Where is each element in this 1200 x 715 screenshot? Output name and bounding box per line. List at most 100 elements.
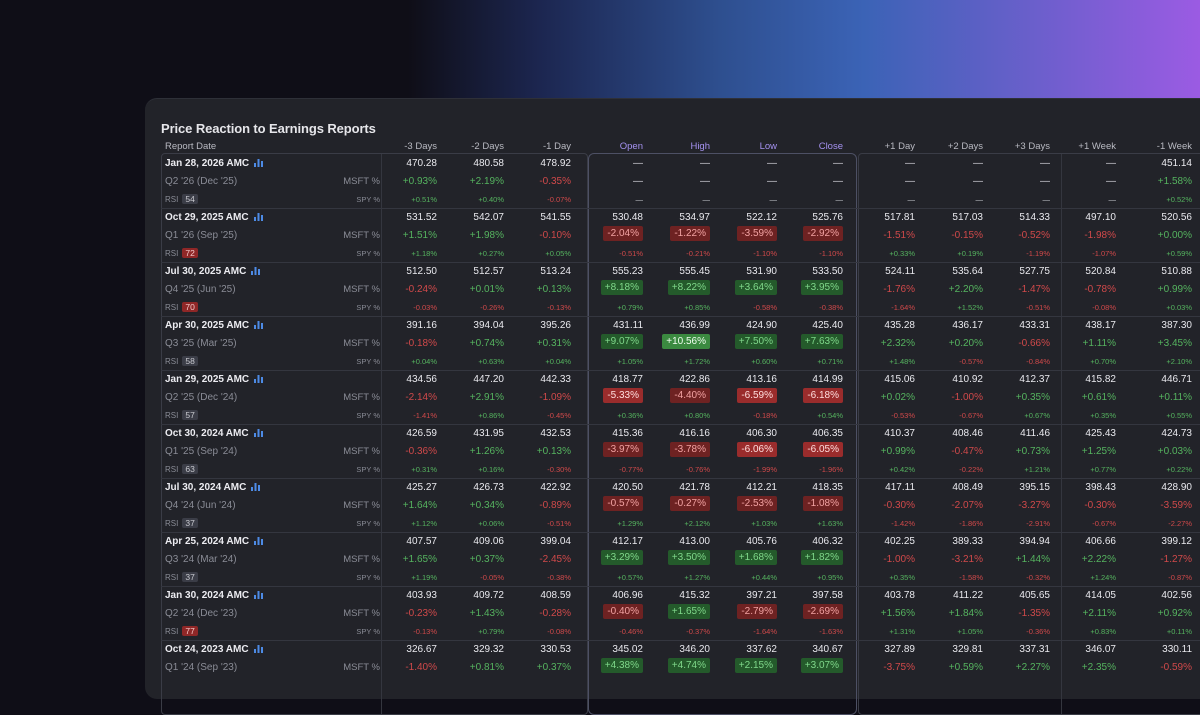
row-divider <box>161 586 1200 587</box>
price-cell: 415.06 <box>884 374 915 385</box>
spy-pct-cell: +0.35% <box>889 573 915 582</box>
price-cell: 340.67 <box>812 644 843 655</box>
column-header-1-week[interactable]: -1 Week <box>1156 141 1192 152</box>
price-cell: 409.06 <box>473 536 504 547</box>
rsi-label: RSI 37 <box>165 572 198 582</box>
spy-pct-cell: -0.51% <box>1026 303 1050 312</box>
earnings-row[interactable]: Apr 25, 2024 AMC Q3 '24 (Mar '24) MSFT % RS… <box>145 532 1200 586</box>
price-cell: 402.56 <box>1161 590 1192 601</box>
spy-pct-cell: +0.31% <box>411 465 437 474</box>
msft-pct-cell: +2.27% <box>1015 662 1050 673</box>
spy-pct-cell: -0.07% <box>547 195 571 204</box>
msft-pct-cell: -1.08% <box>773 496 843 511</box>
bar-chart-icon[interactable] <box>254 320 264 332</box>
bar-chart-icon[interactable] <box>253 428 263 440</box>
price-cell: — <box>973 158 983 169</box>
price-cell: 520.56 <box>1161 212 1192 223</box>
spy-pct-cell: -0.08% <box>1092 303 1116 312</box>
earnings-row[interactable]: Oct 29, 2025 AMC Q1 '26 (Sep '25) MSFT % RS… <box>145 208 1200 262</box>
price-cell: 389.33 <box>952 536 983 547</box>
msft-pct-cell: -2.69% <box>773 604 843 619</box>
price-cell: 415.82 <box>1085 374 1116 385</box>
price-cell: 446.71 <box>1161 374 1192 385</box>
price-cell: 330.11 <box>1162 644 1192 655</box>
msft-pct-cell: -0.23% <box>405 608 437 619</box>
spy-pct-cell: -0.26% <box>480 303 504 312</box>
spy-pct-cell: -1.63% <box>819 627 843 636</box>
msft-pct-cell: +0.03% <box>1157 446 1192 457</box>
price-cell: 403.78 <box>884 590 915 601</box>
price-cell: 417.11 <box>885 482 915 493</box>
earnings-row[interactable]: Jan 30, 2024 AMC Q2 '24 (Dec '23) MSFT % RS… <box>145 586 1200 640</box>
price-cell: 415.32 <box>679 590 710 601</box>
bar-chart-icon[interactable] <box>251 266 261 278</box>
bar-chart-icon[interactable] <box>254 536 264 548</box>
column-header-low[interactable]: Low <box>759 141 777 152</box>
earnings-row[interactable]: Oct 30, 2024 AMC Q1 '25 (Sep '24) MSFT % RS… <box>145 424 1200 478</box>
column-header-2-days[interactable]: +2 Days <box>947 141 983 152</box>
spy-pct-cell: +0.70% <box>1090 357 1116 366</box>
msft-pct-cell: -0.30% <box>1084 500 1116 511</box>
spy-pct-cell: +0.59% <box>1166 249 1192 258</box>
msft-pct-cell: -6.59% <box>707 388 777 403</box>
bar-chart-icon[interactable] <box>253 644 263 656</box>
fiscal-quarter: Q4 '25 (Jun '25) <box>165 284 236 295</box>
spy-pct-cell: -0.67% <box>1092 519 1116 528</box>
spy-pct-cell: -1.64% <box>891 303 915 312</box>
price-cell: 512.50 <box>406 266 437 277</box>
price-cell: 414.05 <box>1085 590 1116 601</box>
spy-pct-cell: — <box>975 195 984 204</box>
price-cell: — <box>767 158 777 169</box>
spy-pct-cell: +1.03% <box>751 519 777 528</box>
spy-pct-cell: +1.29% <box>617 519 643 528</box>
spy-pct-cell: -1.86% <box>959 519 983 528</box>
bar-chart-icon[interactable] <box>254 158 264 170</box>
price-cell: 408.49 <box>952 482 983 493</box>
column-header-3-days[interactable]: -3 Days <box>404 141 437 152</box>
spy-pct-cell: -0.03% <box>413 303 437 312</box>
column-header-1-week[interactable]: +1 Week <box>1078 141 1116 152</box>
price-cell: 394.04 <box>473 320 504 331</box>
column-header-1-day[interactable]: -1 Day <box>543 141 571 152</box>
spy-pct-cell: +0.06% <box>478 519 504 528</box>
earnings-row[interactable]: Jan 29, 2025 AMC Q2 '25 (Dec '24) MSFT % RS… <box>145 370 1200 424</box>
column-header-high[interactable]: High <box>690 141 710 152</box>
earnings-row[interactable]: Jul 30, 2024 AMC Q4 '24 (Jun '24) MSFT % RS… <box>145 478 1200 532</box>
msft-pct-cell: +0.74% <box>469 338 504 349</box>
column-header-1-day[interactable]: +1 Day <box>884 141 915 152</box>
spy-pct-label: SPY % <box>356 357 380 366</box>
column-header-3-days[interactable]: +3 Days <box>1014 141 1050 152</box>
msft-pct-cell: -1.98% <box>1084 230 1116 241</box>
column-header-2-days[interactable]: -2 Days <box>471 141 504 152</box>
earnings-row[interactable]: Jul 30, 2025 AMC Q4 '25 (Jun '25) MSFT % RS… <box>145 262 1200 316</box>
bar-chart-icon[interactable] <box>254 590 264 602</box>
msft-pct-cell: -6.06% <box>707 442 777 457</box>
msft-pct-cell: +1.65% <box>402 554 437 565</box>
price-cell: — <box>905 158 915 169</box>
bar-chart-icon[interactable] <box>253 212 263 224</box>
earnings-row[interactable]: Apr 30, 2025 AMC Q3 '25 (Mar '25) MSFT % RS… <box>145 316 1200 370</box>
report-date: Oct 24, 2023 AMC <box>165 644 263 656</box>
column-header-open[interactable]: Open <box>619 141 643 152</box>
price-cell: 402.25 <box>884 536 915 547</box>
bar-chart-icon[interactable] <box>254 374 264 386</box>
earnings-row[interactable]: Oct 24, 2023 AMC Q1 '24 (Sep '23) MSFT % 32… <box>145 640 1200 694</box>
spy-pct-cell: +1.05% <box>957 627 983 636</box>
column-header-close[interactable]: Close <box>818 141 843 152</box>
msft-pct-cell: +3.50% <box>640 550 710 565</box>
spy-pct-cell: +0.33% <box>889 249 915 258</box>
report-date: Oct 29, 2025 AMC <box>165 212 263 224</box>
price-cell: 405.65 <box>1019 590 1050 601</box>
price-cell: 408.59 <box>540 590 571 601</box>
spy-pct-cell: — <box>769 195 778 204</box>
bar-chart-icon[interactable] <box>251 482 261 494</box>
spy-pct-cell: +0.83% <box>1090 627 1116 636</box>
spy-pct-label: SPY % <box>356 465 380 474</box>
price-cell: 422.86 <box>679 374 710 385</box>
msft-pct-cell: +7.50% <box>707 334 777 349</box>
earnings-row[interactable]: Jan 28, 2026 AMC Q2 '26 (Dec '25) MSFT % RS… <box>145 154 1200 208</box>
spy-pct-cell: -0.51% <box>547 519 571 528</box>
price-cell: 533.50 <box>812 266 843 277</box>
msft-pct-cell: — <box>1040 176 1050 187</box>
header-gradient-banner <box>0 0 1200 110</box>
